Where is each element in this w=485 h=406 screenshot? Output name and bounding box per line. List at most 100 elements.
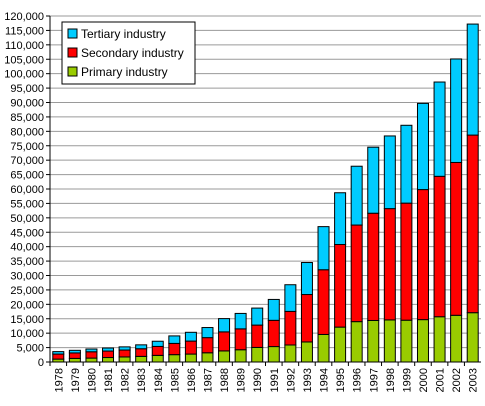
y-tick-label: 50,000 <box>10 213 44 225</box>
x-tick-label: 1995 <box>335 368 347 392</box>
x-tick-label: 1990 <box>252 368 264 392</box>
bars <box>52 23 479 363</box>
bar-segment-secondary-industry <box>300 294 313 343</box>
bar-segment-primary-industry <box>416 319 429 363</box>
bar-segment-primary-industry <box>400 319 413 363</box>
bar-segment-secondary-industry <box>267 319 280 348</box>
bar-segment-secondary-industry <box>317 269 330 335</box>
bar-segment-secondary-industry <box>234 328 247 351</box>
bar-segment-tertiary-industry <box>251 307 264 326</box>
bar-segment-primary-industry <box>350 321 363 363</box>
bar-segment-tertiary-industry <box>300 262 313 296</box>
x-tick-label: 1988 <box>219 368 231 392</box>
x-tick-label: 2002 <box>451 368 463 392</box>
y-tick-label: 15,000 <box>10 314 44 326</box>
bar-segment-secondary-industry <box>151 345 164 356</box>
bar-segment-tertiary-industry <box>218 318 231 333</box>
y-tick-label: 20,000 <box>10 299 44 311</box>
x-tick-label: 1997 <box>368 368 380 392</box>
bar-segment-tertiary-industry <box>450 58 463 163</box>
y-axis-tick-labels: 0 5,000 10,000 15,000 20,000 25,000 30,000 35,0… <box>4 11 44 369</box>
y-tick-label: 90,000 <box>10 98 44 110</box>
bar-segment-tertiary-industry <box>416 102 429 191</box>
legend-label: Primary industry <box>81 65 168 79</box>
x-axis-tick-labels: 1978 1979 1980 1981 1982 1983 1984 1985 1986 1987… <box>53 368 479 392</box>
bar-segment-tertiary-industry <box>85 348 98 353</box>
y-tick-label: 45,000 <box>10 227 44 239</box>
bar-segment-tertiary-industry <box>317 226 330 271</box>
bar-segment-secondary-industry <box>218 331 231 352</box>
bar-segment-primary-industry <box>367 319 380 363</box>
bar-segment-secondary-industry <box>334 244 347 328</box>
bar-segment-primary-industry <box>450 314 463 363</box>
y-tick-label: 65,000 <box>10 170 44 182</box>
legend-swatch <box>67 28 78 39</box>
bar-segment-secondary-industry <box>284 310 297 346</box>
y-tick-label: 5,000 <box>16 343 44 355</box>
y-tick-label: 100,000 <box>4 69 44 81</box>
y-tick-label: 95,000 <box>10 83 44 95</box>
bar-segment-secondary-industry <box>168 342 181 356</box>
x-tick-label: 1996 <box>352 368 364 392</box>
bar-segment-secondary-industry <box>52 353 65 360</box>
x-tick-label: 1992 <box>285 368 297 392</box>
bar-segment-tertiary-industry <box>383 135 396 210</box>
x-tick-label: 2001 <box>435 368 447 392</box>
bar-segment-primary-industry <box>168 354 181 363</box>
x-tick-label: 1987 <box>202 368 214 392</box>
bar-segment-tertiary-industry <box>334 192 347 246</box>
bar-segment-primary-industry <box>68 357 81 363</box>
x-tick-label: 1989 <box>236 368 248 392</box>
y-tick-label: 35,000 <box>10 256 44 268</box>
bar-segment-primary-industry <box>251 346 264 363</box>
bar-segment-primary-industry <box>85 357 98 363</box>
bar-segment-primary-industry <box>234 349 247 363</box>
x-tick-label: 1998 <box>385 368 397 392</box>
bar-segment-tertiary-industry <box>151 340 164 347</box>
legend-box <box>61 21 196 85</box>
bar-segment-secondary-industry <box>184 340 197 355</box>
y-tick-label: 55,000 <box>10 198 44 210</box>
y-tick-label: 60,000 <box>10 184 44 196</box>
x-tick-label: 1986 <box>186 368 198 392</box>
y-tick-label: 80,000 <box>10 126 44 138</box>
bar-segment-secondary-industry <box>251 324 264 348</box>
x-tick-label: 2000 <box>418 368 430 392</box>
x-tick-label: 1982 <box>120 368 132 392</box>
y-tick-label: 0 <box>38 357 44 369</box>
bar-segment-primary-industry <box>284 344 297 363</box>
bar-segment-primary-industry <box>184 353 197 363</box>
bar-segment-tertiary-industry <box>400 124 413 204</box>
bar-segment-secondary-industry <box>383 208 396 321</box>
bar-segment-secondary-industry <box>68 352 81 359</box>
bar-segment-primary-industry <box>317 333 330 363</box>
legend: Tertiary industry Secondary industry Prima… <box>61 21 196 85</box>
x-tick-label: 1978 <box>53 368 65 392</box>
bar-segment-secondary-industry <box>450 161 463 316</box>
bar-segment-secondary-industry <box>416 189 429 321</box>
bar-segment-primary-industry <box>383 319 396 363</box>
legend-label: Secondary industry <box>81 46 184 60</box>
y-tick-label: 10,000 <box>10 328 44 340</box>
bar-segment-tertiary-industry <box>135 344 148 350</box>
x-tick-label: 1979 <box>70 368 82 392</box>
bar-segment-secondary-industry <box>466 134 479 314</box>
y-tick-label: 40,000 <box>10 242 44 254</box>
bar-segment-tertiary-industry <box>52 351 65 355</box>
bar-segment-secondary-industry <box>400 202 413 321</box>
y-tick-label: 85,000 <box>10 112 44 124</box>
bar-segment-secondary-industry <box>102 350 115 359</box>
bar-segment-tertiary-industry <box>433 81 446 177</box>
bar-segment-secondary-industry <box>118 349 131 358</box>
bar-segment-primary-industry <box>102 357 115 363</box>
bar-segment-secondary-industry <box>350 224 363 323</box>
y-tick-label: 110,000 <box>5 40 44 52</box>
axes <box>46 15 481 366</box>
bar-segment-tertiary-industry <box>350 165 363 226</box>
y-tick-label: 105,000 <box>4 54 44 66</box>
bar-segment-tertiary-industry <box>68 349 81 354</box>
bar-segment-tertiary-industry <box>184 331 197 342</box>
bar-segment-primary-industry <box>433 316 446 363</box>
y-tick-label: 70,000 <box>10 155 44 167</box>
